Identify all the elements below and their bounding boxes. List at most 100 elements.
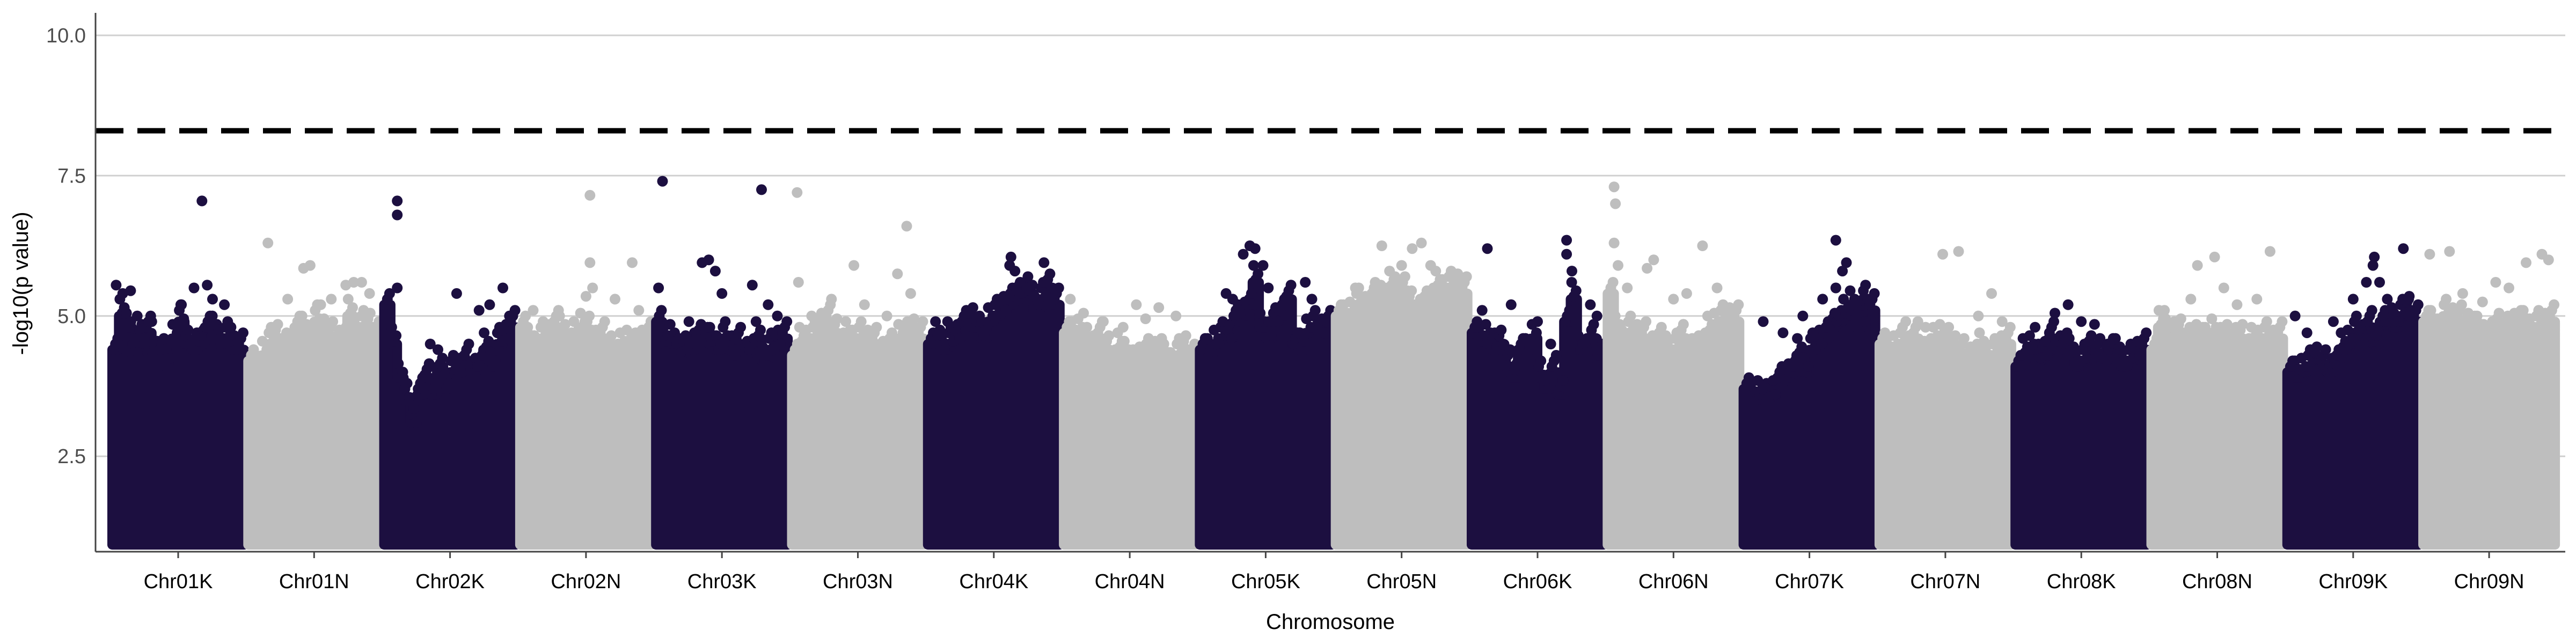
snp-point <box>855 316 867 327</box>
snp-point <box>1246 288 1257 299</box>
snp-point <box>196 195 208 207</box>
snp-point <box>178 313 189 324</box>
snp-point <box>657 175 668 187</box>
snp-point <box>1294 327 1305 339</box>
snp-point <box>762 350 773 361</box>
snp-point <box>1376 240 1387 251</box>
x-tick-label: Chr05K <box>1231 570 1300 593</box>
snp-point <box>811 330 823 341</box>
snp-point <box>219 299 230 310</box>
snp-point <box>1362 305 1373 316</box>
snp-point <box>1681 288 1692 299</box>
snp-point <box>1641 316 1652 327</box>
snp-point <box>1532 316 1543 327</box>
snp-point <box>716 288 728 299</box>
snp-point <box>2424 248 2435 260</box>
snp-point <box>774 339 786 349</box>
snp-point <box>2160 313 2171 324</box>
snp-point <box>1656 321 1667 333</box>
snp-point <box>2206 313 2218 324</box>
snp-point <box>1943 321 1955 333</box>
data-points <box>107 175 2560 550</box>
snp-point <box>504 310 515 321</box>
snp-point <box>207 310 218 321</box>
snp-point <box>1097 316 1109 327</box>
snp-point <box>781 316 793 327</box>
snp-point <box>1022 271 1034 282</box>
snp-point <box>2457 288 2468 299</box>
snp-point <box>2261 316 2272 327</box>
snp-point <box>1253 268 1264 280</box>
snp-point <box>1299 335 1310 347</box>
snp-point <box>364 308 376 319</box>
snp-point <box>818 321 829 333</box>
snp-point <box>451 288 462 299</box>
snp-point <box>1950 330 1961 341</box>
snp-point <box>393 358 404 369</box>
snp-point <box>1797 310 1809 321</box>
snp-point <box>2050 308 2060 319</box>
x-tick-label: Chr05N <box>1366 570 1437 593</box>
snp-point <box>392 282 403 294</box>
snp-point <box>433 344 443 355</box>
snp-point <box>202 280 213 291</box>
snp-point <box>1561 248 1572 260</box>
snp-point <box>610 294 620 305</box>
snp-point <box>905 288 916 299</box>
snp-point <box>756 184 767 195</box>
x-tick-label: Chr06N <box>1638 570 1709 593</box>
snp-point <box>2085 330 2097 341</box>
snp-point <box>520 310 531 321</box>
snp-point <box>2041 350 2053 361</box>
snp-point <box>2231 299 2243 310</box>
snp-point <box>282 294 294 305</box>
snp-point <box>848 260 860 271</box>
snp-point <box>1319 327 1330 339</box>
y-tick-label: 10.0 <box>46 25 86 47</box>
snp-point <box>296 310 308 321</box>
x-tick-label: Chr02N <box>551 570 621 593</box>
snp-point <box>1511 358 1523 369</box>
snp-point <box>1476 305 1488 316</box>
snp-point <box>1350 282 1361 294</box>
snp-point <box>254 358 266 369</box>
chromosome-series-chr01k <box>107 195 249 550</box>
chromosome-series-chr06k <box>1467 235 1608 550</box>
snp-point <box>1566 277 1577 288</box>
snp-point <box>1542 369 1553 380</box>
snp-point <box>1777 327 1789 339</box>
snp-point <box>1140 313 1151 324</box>
snp-point <box>2441 294 2452 305</box>
snp-point <box>225 321 237 333</box>
snp-point <box>1998 344 2009 355</box>
snp-point <box>1257 260 1269 271</box>
snp-point <box>1912 316 1923 327</box>
snp-point <box>1588 319 1599 330</box>
snp-point <box>2342 324 2353 335</box>
snp-point <box>1958 333 1970 344</box>
snp-point <box>1482 243 1493 254</box>
snp-point <box>392 195 403 207</box>
snp-point <box>704 321 715 333</box>
snp-point <box>1770 389 1781 400</box>
snp-point <box>2264 246 2275 257</box>
snp-point <box>2251 294 2263 305</box>
snp-point <box>1973 310 1984 321</box>
snp-point <box>859 299 870 310</box>
snp-point <box>473 305 485 316</box>
snp-point <box>1131 299 1142 310</box>
snp-point <box>384 288 395 299</box>
snp-point <box>2270 339 2281 349</box>
snp-point <box>1544 383 1555 394</box>
snp-point <box>1570 285 1582 296</box>
chromosome-series-chr04k <box>923 251 1065 550</box>
snp-point <box>1227 294 1238 305</box>
snp-point <box>2110 333 2121 344</box>
snp-point <box>408 403 419 414</box>
snp-point <box>1869 288 1880 299</box>
point-band <box>1874 333 2016 550</box>
chromosome-series-chr06n <box>1602 181 1745 550</box>
point-band <box>379 299 521 550</box>
snp-point <box>1416 237 1427 248</box>
snp-point <box>587 282 598 294</box>
